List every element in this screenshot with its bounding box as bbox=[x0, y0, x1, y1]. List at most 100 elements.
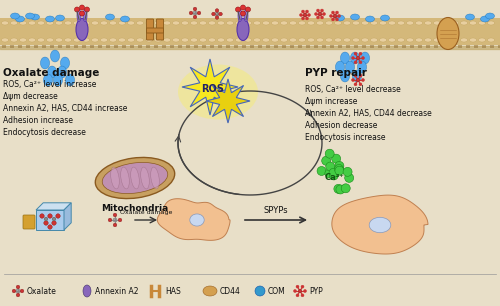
Circle shape bbox=[325, 169, 334, 178]
Bar bbox=[450, 45, 454, 48]
Ellipse shape bbox=[54, 74, 62, 86]
Bar bbox=[426, 45, 430, 48]
Ellipse shape bbox=[308, 38, 314, 42]
Circle shape bbox=[336, 185, 345, 194]
Bar bbox=[146, 45, 150, 48]
Ellipse shape bbox=[76, 18, 88, 40]
Circle shape bbox=[354, 74, 357, 77]
Circle shape bbox=[44, 217, 48, 221]
Ellipse shape bbox=[74, 21, 80, 25]
Ellipse shape bbox=[164, 38, 170, 42]
Ellipse shape bbox=[66, 74, 74, 86]
Circle shape bbox=[84, 7, 89, 12]
Ellipse shape bbox=[362, 21, 368, 25]
Circle shape bbox=[48, 225, 52, 229]
Ellipse shape bbox=[352, 70, 362, 82]
Ellipse shape bbox=[460, 21, 468, 25]
Ellipse shape bbox=[46, 38, 54, 42]
Circle shape bbox=[215, 12, 219, 16]
Ellipse shape bbox=[38, 21, 44, 25]
Circle shape bbox=[294, 289, 296, 293]
Ellipse shape bbox=[416, 21, 422, 25]
Ellipse shape bbox=[488, 21, 494, 25]
Ellipse shape bbox=[290, 38, 296, 42]
Ellipse shape bbox=[406, 38, 414, 42]
Ellipse shape bbox=[46, 21, 54, 25]
Ellipse shape bbox=[110, 38, 116, 42]
Bar bbox=[210, 45, 214, 48]
Text: COM: COM bbox=[268, 286, 286, 296]
Circle shape bbox=[80, 5, 84, 10]
Ellipse shape bbox=[316, 21, 324, 25]
Ellipse shape bbox=[340, 52, 349, 64]
Bar bbox=[354, 45, 358, 48]
Polygon shape bbox=[36, 203, 71, 210]
Circle shape bbox=[336, 18, 338, 21]
Ellipse shape bbox=[121, 167, 129, 189]
Ellipse shape bbox=[488, 38, 494, 42]
Polygon shape bbox=[332, 195, 428, 254]
Ellipse shape bbox=[60, 57, 70, 69]
Circle shape bbox=[336, 11, 338, 14]
Ellipse shape bbox=[92, 38, 98, 42]
Ellipse shape bbox=[244, 38, 252, 42]
Text: PYP repair: PYP repair bbox=[305, 68, 367, 78]
Ellipse shape bbox=[226, 38, 234, 42]
Ellipse shape bbox=[290, 21, 296, 25]
Text: CD44: CD44 bbox=[220, 286, 241, 296]
FancyBboxPatch shape bbox=[156, 19, 164, 40]
Circle shape bbox=[118, 218, 122, 222]
Circle shape bbox=[215, 16, 219, 19]
Ellipse shape bbox=[218, 38, 224, 42]
Bar bbox=[322, 45, 326, 48]
Bar bbox=[498, 45, 500, 48]
Bar bbox=[434, 45, 438, 48]
Bar bbox=[2, 45, 6, 48]
Bar bbox=[410, 45, 414, 48]
Bar bbox=[266, 45, 270, 48]
Ellipse shape bbox=[141, 167, 149, 189]
Ellipse shape bbox=[56, 38, 62, 42]
Ellipse shape bbox=[128, 21, 134, 25]
Ellipse shape bbox=[111, 167, 119, 189]
Ellipse shape bbox=[424, 38, 432, 42]
Ellipse shape bbox=[208, 21, 216, 25]
Text: ROS, Ca²⁺ level decrease: ROS, Ca²⁺ level decrease bbox=[305, 85, 401, 94]
Ellipse shape bbox=[334, 21, 342, 25]
Ellipse shape bbox=[336, 15, 344, 21]
Bar bbox=[98, 45, 102, 48]
Ellipse shape bbox=[452, 38, 458, 42]
Bar bbox=[34, 45, 38, 48]
Circle shape bbox=[341, 184, 350, 193]
Circle shape bbox=[52, 217, 56, 221]
Circle shape bbox=[40, 214, 44, 218]
Bar bbox=[10, 45, 14, 48]
Ellipse shape bbox=[154, 21, 162, 25]
Ellipse shape bbox=[118, 38, 126, 42]
Ellipse shape bbox=[350, 52, 360, 64]
Circle shape bbox=[218, 12, 222, 16]
Circle shape bbox=[16, 293, 20, 297]
Ellipse shape bbox=[136, 21, 143, 25]
Ellipse shape bbox=[182, 21, 188, 25]
Circle shape bbox=[215, 9, 219, 12]
Ellipse shape bbox=[151, 167, 159, 189]
Ellipse shape bbox=[20, 38, 26, 42]
Ellipse shape bbox=[350, 14, 360, 20]
Ellipse shape bbox=[172, 38, 180, 42]
Ellipse shape bbox=[26, 13, 35, 19]
Bar bbox=[418, 45, 422, 48]
Bar bbox=[298, 45, 302, 48]
Ellipse shape bbox=[344, 21, 350, 25]
Text: Annexin A2, HAS, CD44 increase: Annexin A2, HAS, CD44 increase bbox=[3, 104, 128, 113]
Bar bbox=[330, 45, 334, 48]
Text: Endocytosis increase: Endocytosis increase bbox=[305, 133, 386, 142]
Ellipse shape bbox=[102, 162, 168, 194]
Circle shape bbox=[316, 16, 320, 19]
Ellipse shape bbox=[358, 61, 366, 73]
Ellipse shape bbox=[360, 52, 370, 64]
Ellipse shape bbox=[398, 21, 404, 25]
Ellipse shape bbox=[203, 286, 217, 296]
Ellipse shape bbox=[416, 38, 422, 42]
Circle shape bbox=[332, 18, 334, 21]
